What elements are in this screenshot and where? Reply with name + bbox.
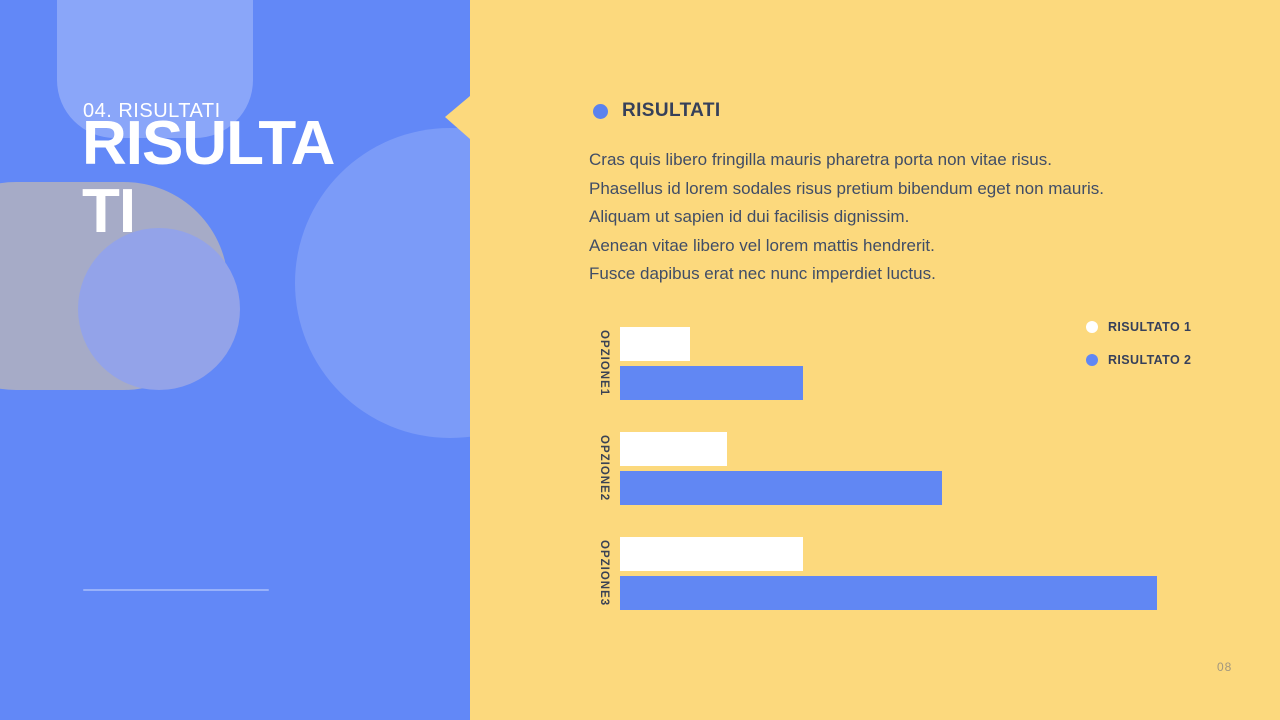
legend-label: RISULTATO 2 — [1108, 353, 1192, 367]
section-title-line-1: RISULTA — [82, 109, 335, 178]
bar-chart: OPZIONE1 OPZIONE2 OPZIONE3 — [588, 327, 1157, 642]
body-line: Aenean vitae libero vel lorem mattis hen… — [589, 235, 935, 255]
section-kicker: 04. RISULTATI — [83, 100, 221, 122]
page-number: 08 — [1217, 660, 1233, 674]
body-line: Fusce dapibus erat nec nunc imperdiet lu… — [589, 264, 936, 283]
bar-row: OPZIONE3 — [588, 537, 1157, 610]
bar-risultato-2 — [620, 471, 943, 505]
decor-circle-small — [78, 228, 240, 390]
bar-risultato-1 — [620, 537, 803, 571]
category-label: OPZIONE3 — [598, 540, 610, 607]
title-panel: 04. RISULTATI RISULTA TI — [0, 0, 470, 720]
chart-legend: RISULTATO 1 RISULTATO 2 — [1086, 320, 1191, 367]
body-line: Aliquam ut sapien id dui facilisis digni… — [589, 207, 910, 226]
bar-row: OPZIONE1 — [588, 327, 1157, 400]
bar-group — [620, 327, 803, 400]
content-panel: RISULTATI Cras quis libero fringilla mau… — [445, 0, 1280, 720]
panel-notch-arrow-icon — [445, 96, 470, 139]
category-label: OPZIONE1 — [598, 330, 610, 397]
body-line: Cras quis libero fringilla mauris pharet… — [589, 150, 1052, 169]
legend-dot-icon — [1086, 354, 1098, 366]
category-label: OPZIONE2 — [598, 435, 610, 502]
bar-risultato-2 — [620, 366, 803, 400]
bar-group — [620, 432, 943, 505]
decor-top-blob — [57, 0, 253, 138]
legend-dot-icon — [1086, 321, 1098, 333]
bar-risultato-2 — [620, 576, 1157, 610]
section-title: RISULTA TI — [82, 109, 335, 246]
legend-item: RISULTATO 2 — [1086, 353, 1191, 367]
bullet-circle-icon — [593, 103, 608, 119]
bar-group — [620, 537, 1157, 610]
section-title-line-2: TI — [82, 177, 136, 246]
legend-item: RISULTATO 1 — [1086, 320, 1191, 334]
legend-label: RISULTATO 1 — [1108, 320, 1192, 334]
body-paragraph: Cras quis libero fringilla mauris pharet… — [589, 146, 1189, 289]
body-line: Phasellus id lorem sodales risus pretium… — [589, 178, 1104, 198]
decor-divider-line — [83, 589, 269, 591]
bar-row: OPZIONE2 — [588, 432, 1157, 505]
content-heading-row: RISULTATI — [593, 100, 721, 122]
content-heading: RISULTATI — [622, 100, 721, 121]
bar-risultato-1 — [620, 432, 728, 466]
bar-risultato-1 — [620, 327, 690, 361]
